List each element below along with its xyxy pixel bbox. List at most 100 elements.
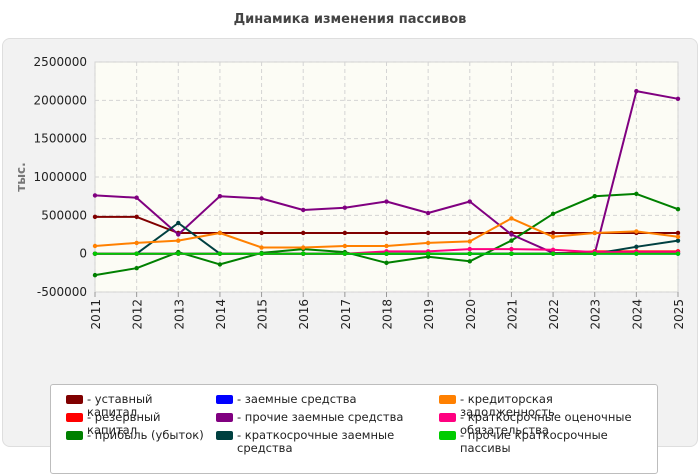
x-tick-label: 2013: [172, 299, 186, 330]
data-point: [134, 195, 139, 200]
data-point: [634, 88, 639, 94]
data-point: [217, 193, 223, 199]
data-point: [384, 230, 389, 236]
data-point: [92, 243, 98, 249]
x-tick-label: 2023: [589, 299, 603, 330]
legend-swatch: [216, 395, 233, 404]
legend-label: - заемные средства: [237, 392, 357, 406]
y-tick-label: 1500000: [34, 132, 87, 146]
data-point: [675, 96, 681, 101]
legend-swatch: [439, 395, 456, 404]
data-point: [134, 214, 139, 220]
legend: - уставный капитал - резервный капитал - п…: [50, 384, 658, 474]
legend-item: - резервный капитал: [66, 411, 206, 437]
data-point: [259, 196, 264, 201]
legend-item: - прочие заемные средства: [216, 411, 406, 424]
x-tick-label: 2015: [256, 299, 270, 330]
data-point: [425, 230, 431, 236]
legend-label: - краткосрочные оценочные обязательства: [460, 410, 632, 437]
data-point: [425, 210, 431, 216]
data-point: [509, 216, 514, 221]
data-point: [92, 251, 98, 256]
data-point: [550, 230, 556, 236]
legend-label: - уставный капитал: [87, 392, 153, 419]
legend-swatch: [216, 431, 233, 440]
data-point: [217, 230, 223, 236]
data-point: [134, 251, 139, 256]
data-point: [342, 205, 348, 210]
data-point: [259, 251, 264, 256]
data-point: [259, 245, 264, 250]
legend-swatch: [66, 431, 83, 440]
x-tick-label: 2012: [131, 299, 145, 330]
data-point: [342, 251, 348, 256]
x-tick-label: 2017: [339, 299, 353, 330]
data-point: [550, 251, 556, 256]
x-tick-label: 2025: [672, 299, 686, 330]
data-point: [467, 246, 472, 252]
legend-label: - прочие заемные средства: [237, 410, 404, 424]
data-point: [467, 251, 472, 256]
data-point: [92, 214, 98, 220]
data-point: [675, 207, 681, 212]
data-point: [217, 251, 223, 256]
data-point: [592, 251, 597, 256]
x-tick-label: 2022: [547, 299, 561, 330]
data-point: [509, 246, 514, 252]
legend-label: - прибыль (убыток): [87, 428, 204, 442]
data-point: [634, 191, 639, 197]
y-tick-label: -500000: [37, 285, 87, 299]
data-point: [259, 230, 264, 236]
plot-area: -500000 0 500000 1000000 1500000 2000000 25000…: [14, 55, 686, 330]
data-point: [176, 220, 181, 226]
data-point: [467, 199, 472, 204]
data-point: [509, 232, 514, 237]
data-point: [675, 230, 681, 236]
data-point: [509, 238, 514, 243]
data-point: [176, 232, 181, 237]
legend-label: - прочие краткосрочные пассивы: [460, 428, 608, 455]
legend-swatch: [216, 413, 233, 422]
legend-label: - резервный капитал: [87, 410, 161, 437]
data-point: [634, 251, 639, 256]
legend-item: - краткосрочные оценочные обязательства: [439, 411, 644, 437]
y-tick-label: 2500000: [34, 55, 87, 69]
legend-item: - заемные средства: [216, 393, 406, 406]
data-point: [176, 251, 181, 256]
data-point: [467, 230, 472, 236]
data-point: [301, 251, 306, 256]
legend-swatch: [66, 413, 83, 422]
data-point: [634, 244, 639, 249]
legend-item: - краткосрочные заемные средства: [216, 429, 406, 455]
data-point: [425, 251, 431, 256]
data-point: [384, 251, 389, 256]
x-tick-label: 2014: [214, 299, 228, 330]
y-tick-label: 0: [79, 247, 87, 261]
legend-label: - кредиторская задолженность: [460, 392, 555, 419]
data-point: [675, 234, 681, 239]
x-tick-label: 2016: [297, 299, 311, 330]
data-point: [301, 207, 306, 213]
legend-swatch: [66, 395, 83, 404]
legend-item: - уставный капитал: [66, 393, 206, 419]
data-point: [384, 243, 389, 249]
data-point: [634, 229, 639, 234]
data-point: [550, 211, 556, 216]
data-point: [425, 240, 431, 246]
data-point: [176, 238, 181, 243]
data-point: [384, 260, 389, 266]
legend-item: - прочие краткосрочные пассивы: [439, 429, 644, 455]
data-point: [550, 234, 556, 239]
x-tick-label: 2020: [464, 299, 478, 330]
legend-swatch: [439, 413, 456, 422]
y-axis-label: тыс.: [14, 162, 28, 191]
data-point: [342, 230, 348, 236]
data-point: [675, 238, 681, 243]
legend-item: - прибыль (убыток): [66, 429, 206, 442]
legend-item: - кредиторская задолженность: [439, 393, 644, 419]
data-point: [217, 262, 223, 267]
x-tick-label: 2024: [630, 299, 644, 330]
y-tick-label: 500000: [41, 208, 87, 222]
data-point: [342, 243, 348, 249]
data-point: [301, 245, 306, 250]
